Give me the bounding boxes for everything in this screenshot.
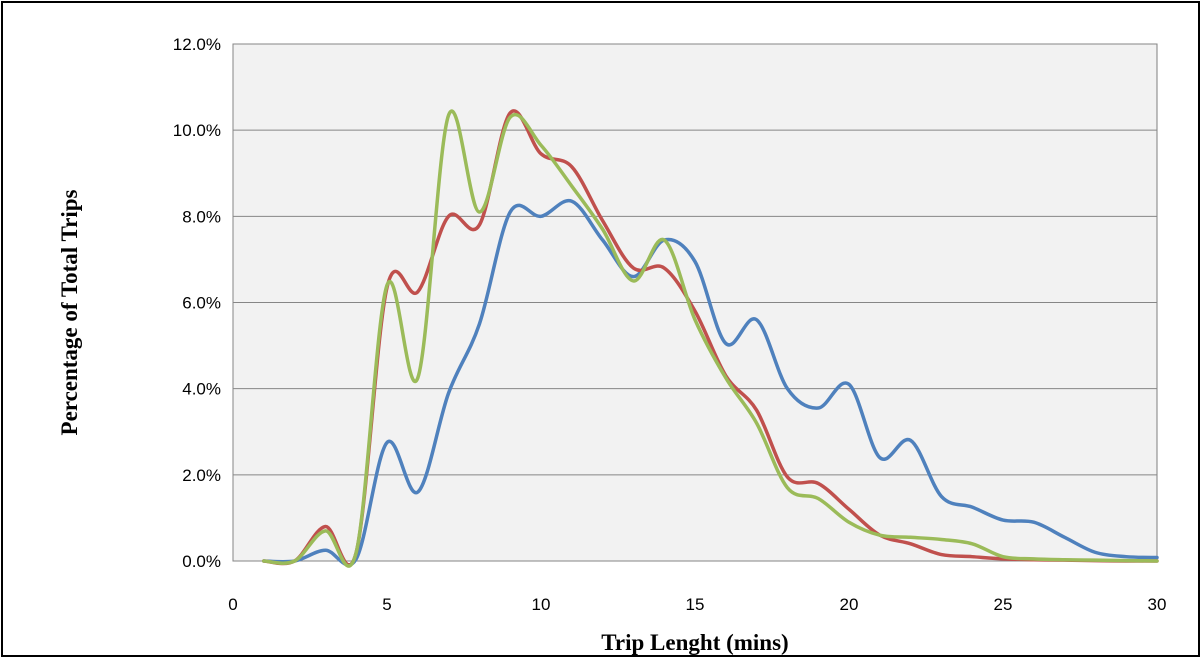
y-tick-label: 6.0% xyxy=(182,294,221,313)
y-axis-title: Percentage of Total Trips xyxy=(57,189,82,435)
x-tick-label: 25 xyxy=(994,595,1013,614)
series-line-3 xyxy=(262,109,1159,568)
y-tick-label: 10.0% xyxy=(173,121,221,140)
y-tick-label: 8.0% xyxy=(182,207,221,226)
y-tick-label: 12.0% xyxy=(173,35,221,54)
x-tick-labels: 0 5 10 15 20 25 30 xyxy=(228,595,1166,614)
x-tick-label: 0 xyxy=(228,595,237,614)
x-tick-label: 30 xyxy=(1148,595,1167,614)
y-tick-labels: 0.0% 2.0% 4.0% 6.0% 8.0% 10.0% 12.0% xyxy=(173,35,221,571)
y-tick-label: 0.0% xyxy=(182,552,221,571)
y-tick-label: 2.0% xyxy=(182,466,221,485)
y-tick-label: 4.0% xyxy=(182,380,221,399)
x-tick-label: 5 xyxy=(382,595,391,614)
x-tick-label: 20 xyxy=(840,595,859,614)
gridlines xyxy=(232,43,1157,562)
series-line-1 xyxy=(262,198,1159,567)
x-tick-label: 15 xyxy=(686,595,705,614)
x-axis-title: Trip Lenght (mins) xyxy=(601,630,788,655)
series-layer xyxy=(262,109,1159,568)
x-tick-label: 10 xyxy=(532,595,551,614)
